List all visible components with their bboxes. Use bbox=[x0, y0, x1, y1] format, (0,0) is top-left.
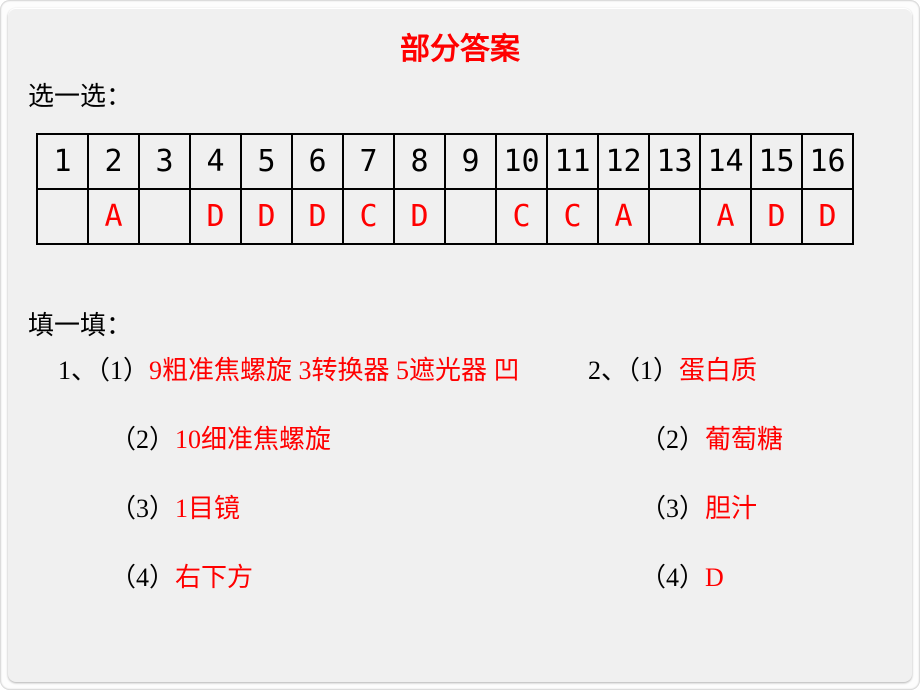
qans: D bbox=[751, 189, 802, 244]
item-num: （1） bbox=[627, 356, 679, 385]
item-answer: 蛋白质 bbox=[679, 356, 757, 385]
qnum: 6 bbox=[292, 134, 343, 189]
item-num: （2） bbox=[640, 425, 705, 454]
fill-columns: 1、（1）9粗准焦螺旋 3转换器 5遮光器 凹 （2）10细准焦螺旋 （3）1目… bbox=[28, 350, 892, 626]
qans: D bbox=[241, 189, 292, 244]
item-num: （4） bbox=[640, 563, 705, 592]
qnum: 13 bbox=[649, 134, 700, 189]
item-answer: 右下方 bbox=[175, 563, 253, 592]
qnum: 16 bbox=[802, 134, 853, 189]
item-answer: 1目镜 bbox=[175, 494, 240, 523]
q-prefix: 2、 bbox=[588, 356, 627, 385]
qans: C bbox=[547, 189, 598, 244]
qnum: 5 bbox=[241, 134, 292, 189]
item-answer: 葡萄糖 bbox=[705, 425, 783, 454]
qnum: 15 bbox=[751, 134, 802, 189]
qans bbox=[37, 189, 88, 244]
qnum: 14 bbox=[700, 134, 751, 189]
answer-table-header-row: 1 2 3 4 5 6 7 8 9 10 11 12 13 14 15 16 bbox=[37, 134, 853, 189]
qans: A bbox=[598, 189, 649, 244]
fill-line: （3）1目镜 bbox=[58, 488, 588, 525]
item-answer: 胆汁 bbox=[705, 494, 757, 523]
page-title: 部分答案 bbox=[28, 24, 892, 68]
qans bbox=[445, 189, 496, 244]
fill-section: 填一填： 1、（1）9粗准焦螺旋 3转换器 5遮光器 凹 （2）10细准焦螺旋 … bbox=[28, 305, 892, 626]
qans: A bbox=[700, 189, 751, 244]
item-num: （3） bbox=[110, 494, 175, 523]
item-num: （3） bbox=[640, 494, 705, 523]
outer-frame: 部分答案 选一选： 1 2 3 4 5 6 7 8 9 10 11 12 13 … bbox=[0, 0, 920, 690]
qans: D bbox=[292, 189, 343, 244]
slide-frame: 部分答案 选一选： 1 2 3 4 5 6 7 8 9 10 11 12 13 … bbox=[8, 8, 912, 682]
qnum: 3 bbox=[139, 134, 190, 189]
qnum: 9 bbox=[445, 134, 496, 189]
fill-column-2: 2、（1）蛋白质 （2）葡萄糖 （3）胆汁 （4）D bbox=[588, 350, 892, 626]
qans: C bbox=[343, 189, 394, 244]
item-answer: 9粗准焦螺旋 3转换器 5遮光器 凹 bbox=[149, 356, 520, 385]
qnum: 11 bbox=[547, 134, 598, 189]
fill-column-1: 1、（1）9粗准焦螺旋 3转换器 5遮光器 凹 （2）10细准焦螺旋 （3）1目… bbox=[28, 350, 588, 626]
fill-line: （2）10细准焦螺旋 bbox=[58, 419, 588, 456]
qnum: 1 bbox=[37, 134, 88, 189]
fill-line: （4）D bbox=[588, 557, 892, 594]
item-num: （2） bbox=[110, 425, 175, 454]
item-answer: 10细准焦螺旋 bbox=[175, 425, 331, 454]
qans: D bbox=[802, 189, 853, 244]
qans: D bbox=[394, 189, 445, 244]
fill-line: （2）葡萄糖 bbox=[588, 419, 892, 456]
qnum: 4 bbox=[190, 134, 241, 189]
answer-table-answer-row: A D D D C D C C A A D D bbox=[37, 189, 853, 244]
qans: C bbox=[496, 189, 547, 244]
fill-line: 1、（1）9粗准焦螺旋 3转换器 5遮光器 凹 bbox=[58, 350, 588, 387]
qnum: 2 bbox=[88, 134, 139, 189]
section-fill-label: 填一填： bbox=[28, 305, 892, 342]
qans: D bbox=[190, 189, 241, 244]
q-prefix: 1、 bbox=[58, 356, 97, 385]
fill-line: （3）胆汁 bbox=[588, 488, 892, 525]
item-num: （4） bbox=[110, 563, 175, 592]
fill-line: （4）右下方 bbox=[58, 557, 588, 594]
qnum: 8 bbox=[394, 134, 445, 189]
qans bbox=[139, 189, 190, 244]
qnum: 7 bbox=[343, 134, 394, 189]
qnum: 12 bbox=[598, 134, 649, 189]
section-multichoice-label: 选一选： bbox=[28, 76, 892, 113]
item-answer: D bbox=[705, 563, 724, 592]
qans bbox=[649, 189, 700, 244]
qnum: 10 bbox=[496, 134, 547, 189]
item-num: （1） bbox=[97, 356, 149, 385]
qans: A bbox=[88, 189, 139, 244]
answer-table: 1 2 3 4 5 6 7 8 9 10 11 12 13 14 15 16 A bbox=[36, 133, 854, 245]
fill-line: 2、（1）蛋白质 bbox=[588, 350, 892, 387]
